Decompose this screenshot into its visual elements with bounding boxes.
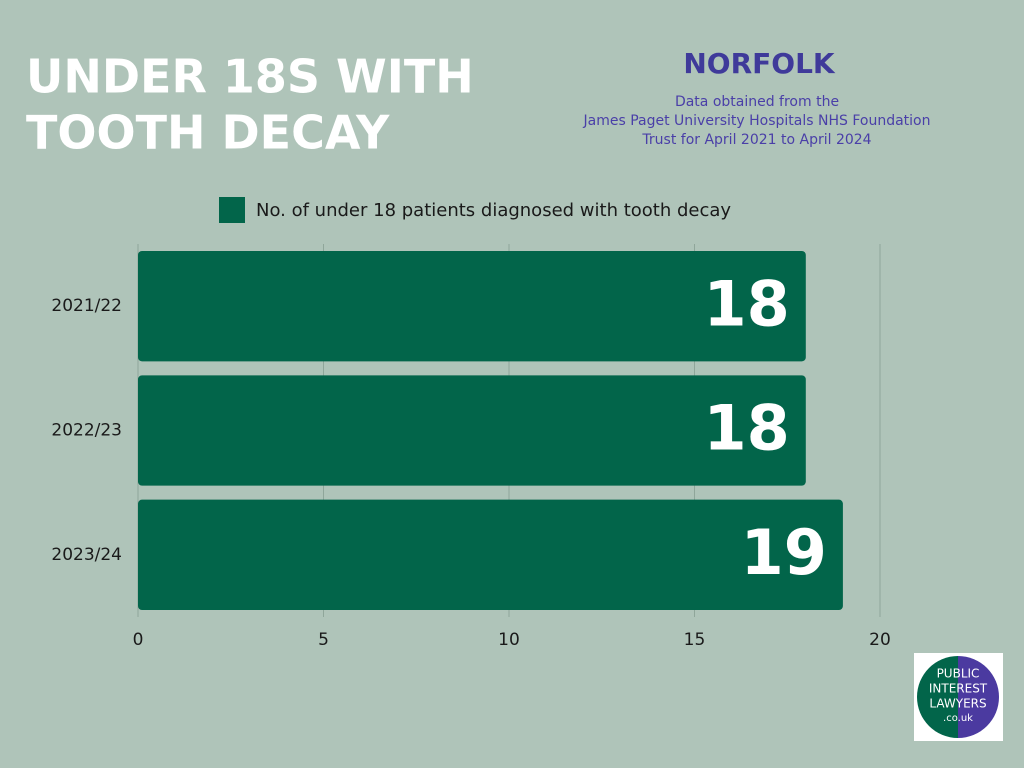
data-label: 18 [704, 267, 790, 340]
legend-label: No. of under 18 patients diagnosed with … [256, 200, 731, 221]
y-tick-label: 2022/23 [51, 421, 122, 441]
legend-swatch [219, 197, 245, 223]
logo: PUBLIC INTEREST LAWYERS .co.uk [914, 653, 1003, 741]
x-tick-label: 15 [684, 630, 706, 650]
y-tick-label: 2023/24 [51, 545, 122, 565]
logo-right [958, 656, 999, 738]
logo-text: INTEREST [929, 682, 988, 696]
x-tick-label: 10 [498, 630, 520, 650]
logo-text: LAWYERS [929, 697, 986, 711]
x-tick-label: 20 [869, 630, 891, 650]
note: Data obtained from the [675, 94, 839, 110]
x-tick-label: 0 [133, 630, 144, 650]
data-label: 19 [741, 516, 827, 589]
logo-left [917, 656, 958, 738]
y-tick-label: 2021/22 [51, 296, 122, 316]
note: James Paget University Hospitals NHS Fou… [583, 113, 931, 129]
note: Trust for April 2021 to April 2024 [641, 132, 871, 148]
logo-text: .co.uk [943, 713, 973, 724]
x-tick-label: 5 [318, 630, 329, 650]
chart-subtitle: NORFOLK [683, 47, 836, 80]
bar [138, 251, 806, 362]
bar [138, 499, 843, 610]
logo-text: PUBLIC [937, 667, 980, 681]
chart-title: TOOTH DECAY [26, 106, 390, 160]
data-label: 18 [704, 392, 790, 465]
chart-title: UNDER 18S WITH [26, 50, 474, 104]
bar [138, 375, 806, 486]
